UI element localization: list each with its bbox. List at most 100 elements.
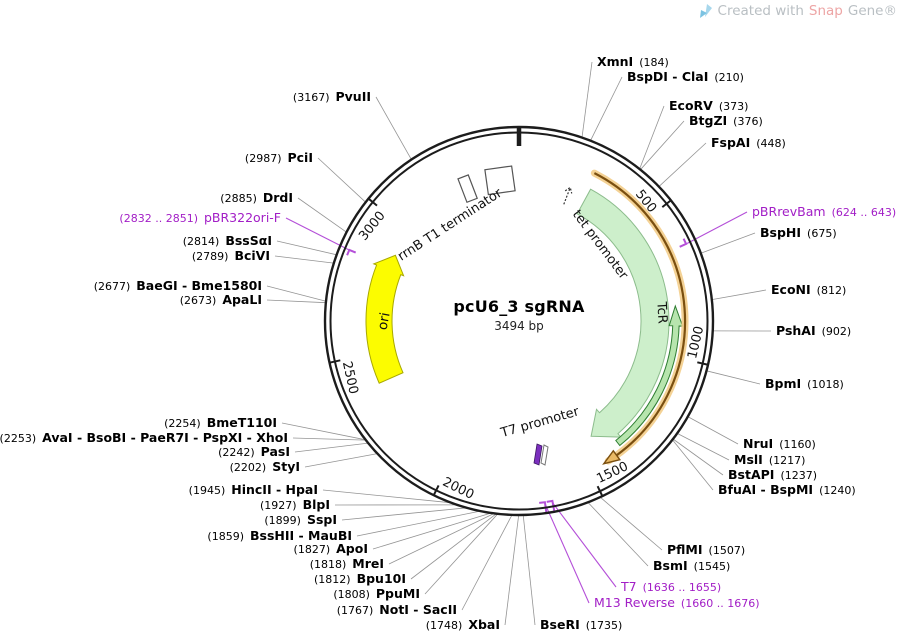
ori-label: ori <box>375 311 394 331</box>
site-label-t7: T7 (1636 .. 1655) <box>620 579 721 594</box>
site-label-styi: (2202) StyI <box>230 459 300 474</box>
site-label-baegi-bme1580i: (2677) BaeGI - Bme1580I <box>94 278 262 293</box>
leader-line-pbrrevbam <box>686 211 748 244</box>
site-label-mrei: (1818) MreI <box>310 556 384 571</box>
watermark-suffix: Gene® <box>847 3 897 19</box>
tick-500 <box>661 199 672 208</box>
site-label-bsshii-maubi: (1859) BssHII - MauBI <box>207 528 352 543</box>
site-label-bmet110i: (2254) BmeT110I <box>164 415 277 430</box>
site-label-apoi: (1827) ApoI <box>294 541 368 556</box>
primer-hook-pbrrevbam <box>679 238 688 248</box>
leader-line-apoi <box>372 512 492 550</box>
leader-line-m13-reverse <box>544 503 590 604</box>
site-label-bspdi-clai: BspDI - ClaI (210) <box>627 69 744 84</box>
feature-terminator-box-2 <box>484 165 516 196</box>
leader-line-bfuai-bspmi <box>672 439 714 491</box>
leader-line-fspai <box>658 142 707 187</box>
tick-3000 <box>367 197 378 207</box>
leader-line-msli <box>677 433 730 461</box>
site-label-blpi: (1927) BlpI <box>260 497 330 512</box>
feature-tet-promoter-glyph <box>563 186 573 205</box>
leader-line-bspdi-clai <box>590 76 623 141</box>
site-label-pasi: (2242) PasI <box>218 444 290 459</box>
site-label-bfuai-bspmi: BfuAI - BspMI (1240) <box>718 482 856 497</box>
leader-line-xmni <box>581 61 593 138</box>
site-label-hincii-hpai: (1945) HincII - HpaI <box>189 482 318 497</box>
leader-line-pbr322ori-f <box>285 217 349 251</box>
leader-line-pcii <box>317 157 366 203</box>
site-label-bpu10i: (1812) Bpu10I <box>314 571 406 586</box>
leader-line-bstapi <box>672 438 724 476</box>
snapgene-logo-icon <box>699 3 712 18</box>
leader-line-bseri <box>522 514 536 626</box>
leader-line-sspi <box>341 507 467 521</box>
site-label-pshai: PshAI (902) <box>776 323 851 338</box>
tick-label-1000: 1000 <box>685 325 707 361</box>
primer-hook-t7 <box>546 499 556 511</box>
site-label-msli: MslI (1217) <box>734 452 805 467</box>
leader-line-xbai <box>504 514 520 626</box>
site-label-bsphi: BspHI (675) <box>760 225 837 240</box>
site-label-pbrrevbam: pBRrevBam (624 .. 643) <box>752 204 896 219</box>
site-label-btgzi: BtgZI (376) <box>689 113 763 128</box>
site-label-econi: EcoNI (812) <box>771 282 846 297</box>
site-label-bpmi: BpmI (1018) <box>765 376 844 391</box>
leader-line-t7 <box>552 502 617 588</box>
primer-hook-m13-reverse <box>539 501 548 513</box>
site-label-ecorv: EcoRV (373) <box>669 98 748 113</box>
leader-line-bmet110i <box>281 422 366 441</box>
leader-line-apali <box>266 299 326 304</box>
tick-label-2500: 2500 <box>339 360 361 396</box>
leader-line-avai-bsobi-paer7i-pspxi-xhoi <box>292 437 366 441</box>
leader-line-bsmi <box>587 502 649 567</box>
tick-2500 <box>328 359 341 364</box>
site-label-sspi: (1899) SspI <box>264 512 337 527</box>
site-label-bseri: BseRI (1735) <box>540 617 622 632</box>
leader-line-hincii-hpai <box>322 489 452 504</box>
site-label-avai-bsobi-paer7i-pspxi-xhoi: (2253) AvaI - BsoBI - PaeR7I - PspXI - Xh… <box>0 430 288 445</box>
leader-line-bsss-i <box>276 240 337 256</box>
leader-line-bpmi <box>706 370 761 385</box>
leader-line-bpu10i <box>410 513 497 580</box>
tick-label-3000: 3000 <box>356 209 389 244</box>
site-label-noti-sacii: (1767) NotI - SacII <box>337 602 457 617</box>
leader-line-bsphi <box>700 232 756 254</box>
site-label-apali: (2673) ApaLI <box>180 292 262 307</box>
feature-orange-orf-arrowhead <box>602 449 621 465</box>
leader-line-bsshii-maubi <box>356 510 481 537</box>
snapgene-watermark: Created with Snap Gene® <box>699 3 897 19</box>
site-label-bsss-i: (2814) BssSαI <box>183 233 272 248</box>
leader-line-bcivi <box>274 255 334 264</box>
tick-2000 <box>432 484 440 497</box>
tick-1500 <box>596 485 604 498</box>
site-label-ppumi: (1808) PpuMI <box>333 586 420 601</box>
site-label-pbr322ori-f: (2832 .. 2851) pBR322ori-F <box>119 210 281 225</box>
feature-ori <box>365 254 405 384</box>
site-label-pvuii: (3167) PvuII <box>293 89 371 104</box>
primer-hook-pbr322ori-f <box>346 248 357 256</box>
leader-line-mrei <box>388 513 495 565</box>
leader-line-nrui <box>687 416 739 445</box>
leader-line-pasi <box>294 442 369 453</box>
leader-line-btgzi <box>640 120 685 170</box>
site-label-xmni: XmnI (184) <box>597 54 669 69</box>
leader-line-baegi-bme1580i <box>266 285 327 302</box>
site-label-nrui: NruI (1160) <box>743 436 816 451</box>
feature-terminator-box-1 <box>457 174 478 204</box>
leader-line-ppumi <box>424 513 499 595</box>
site-label-m13-reverse: M13 Reverse (1660 .. 1676) <box>594 595 759 610</box>
site-label-bsmi: BsmI (1545) <box>653 558 730 573</box>
watermark-prefix: Created with <box>717 3 804 19</box>
rrnb-label: rrnB T1 terminator <box>395 185 505 264</box>
tcr-label: TcR <box>653 300 669 324</box>
site-label-bcivi: (2789) BciVI <box>192 248 270 263</box>
leader-line-ecorv <box>639 105 665 170</box>
site-label-drdi: (2885) DrdI <box>220 190 293 205</box>
site-label-pflmi: PflMI (1507) <box>667 542 745 557</box>
site-label-xbai: (1748) XbaI <box>426 617 500 632</box>
feature-orange-orf-core <box>593 172 687 457</box>
plasmid-ring-outer <box>323 125 715 517</box>
leader-line-pvuii <box>375 96 412 160</box>
